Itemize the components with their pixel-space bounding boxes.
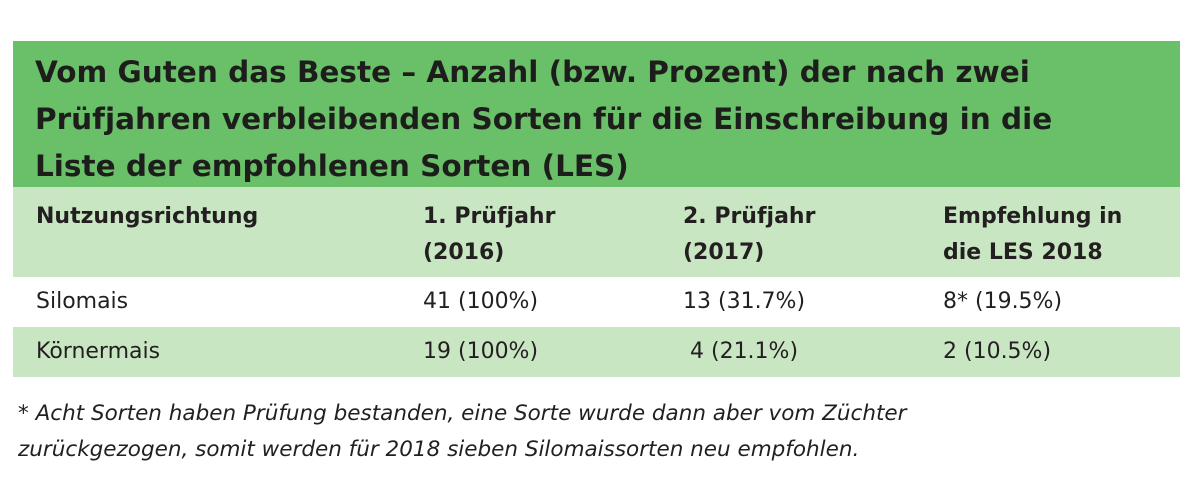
table-header-row: Nutzungsrichtung 1. Prüfjahr (2016) 2. P…: [13, 187, 1180, 277]
header-col3-line2: (2017): [683, 240, 765, 265]
row-name: Silomais: [36, 289, 129, 314]
row-year1-value: 19 (100%): [423, 339, 539, 364]
recommendation-table: Vom Guten das Beste – Anzahl (bzw. Proze…: [13, 41, 1180, 377]
row-name: Körnermais: [36, 339, 161, 364]
table-footnote: * Acht Sorten haben Prüfung bestanden, e…: [18, 396, 1178, 468]
title-line-3: Liste der empfohlenen Sorten (LES): [35, 149, 629, 183]
header-nutzungsrichtung: Nutzungsrichtung: [13, 199, 423, 277]
table-row: Körnermais 19 (100%) 4 (21.1%) 2 (10.5%): [13, 327, 1180, 377]
header-pruefjahr-2: 2. Prüfjahr (2017): [683, 199, 943, 277]
header-col3-line1: 2. Prüfjahr: [683, 204, 816, 229]
header-col2-line1: 1. Prüfjahr: [423, 204, 556, 229]
table-row: Silomais 41 (100%) 13 (31.7%) 8* (19.5%): [13, 277, 1180, 327]
header-pruefjahr-1: 1. Prüfjahr (2016): [423, 199, 683, 277]
row-year1-value: 41 (100%): [423, 289, 539, 314]
title-line-1: Vom Guten das Beste – Anzahl (bzw. Proze…: [35, 55, 1030, 89]
table-title: Vom Guten das Beste – Anzahl (bzw. Proze…: [35, 49, 1158, 190]
header-empfehlung: Empfehlung in die LES 2018: [943, 199, 1180, 277]
header-col2-line2: (2016): [423, 240, 505, 265]
header-col4-line1: Empfehlung in: [943, 204, 1123, 229]
title-line-2: Prüfjahren verbleibenden Sorten für die …: [35, 102, 1053, 136]
row-les-value: 2 (10.5%): [943, 339, 1052, 364]
row-year2-value: 4 (21.1%): [683, 339, 799, 364]
header-col4-line2: die LES 2018: [943, 240, 1103, 265]
row-les-value: 8* (19.5%): [943, 289, 1063, 314]
header-col1-label: Nutzungsrichtung: [36, 204, 259, 229]
row-year2-value: 13 (31.7%): [683, 289, 806, 314]
footnote-line-1: * Acht Sorten haben Prüfung bestanden, e…: [18, 401, 907, 426]
footnote-line-2: zurückgezogen, somit werden für 2018 sie…: [18, 437, 860, 462]
table-title-bar: Vom Guten das Beste – Anzahl (bzw. Proze…: [13, 41, 1180, 187]
